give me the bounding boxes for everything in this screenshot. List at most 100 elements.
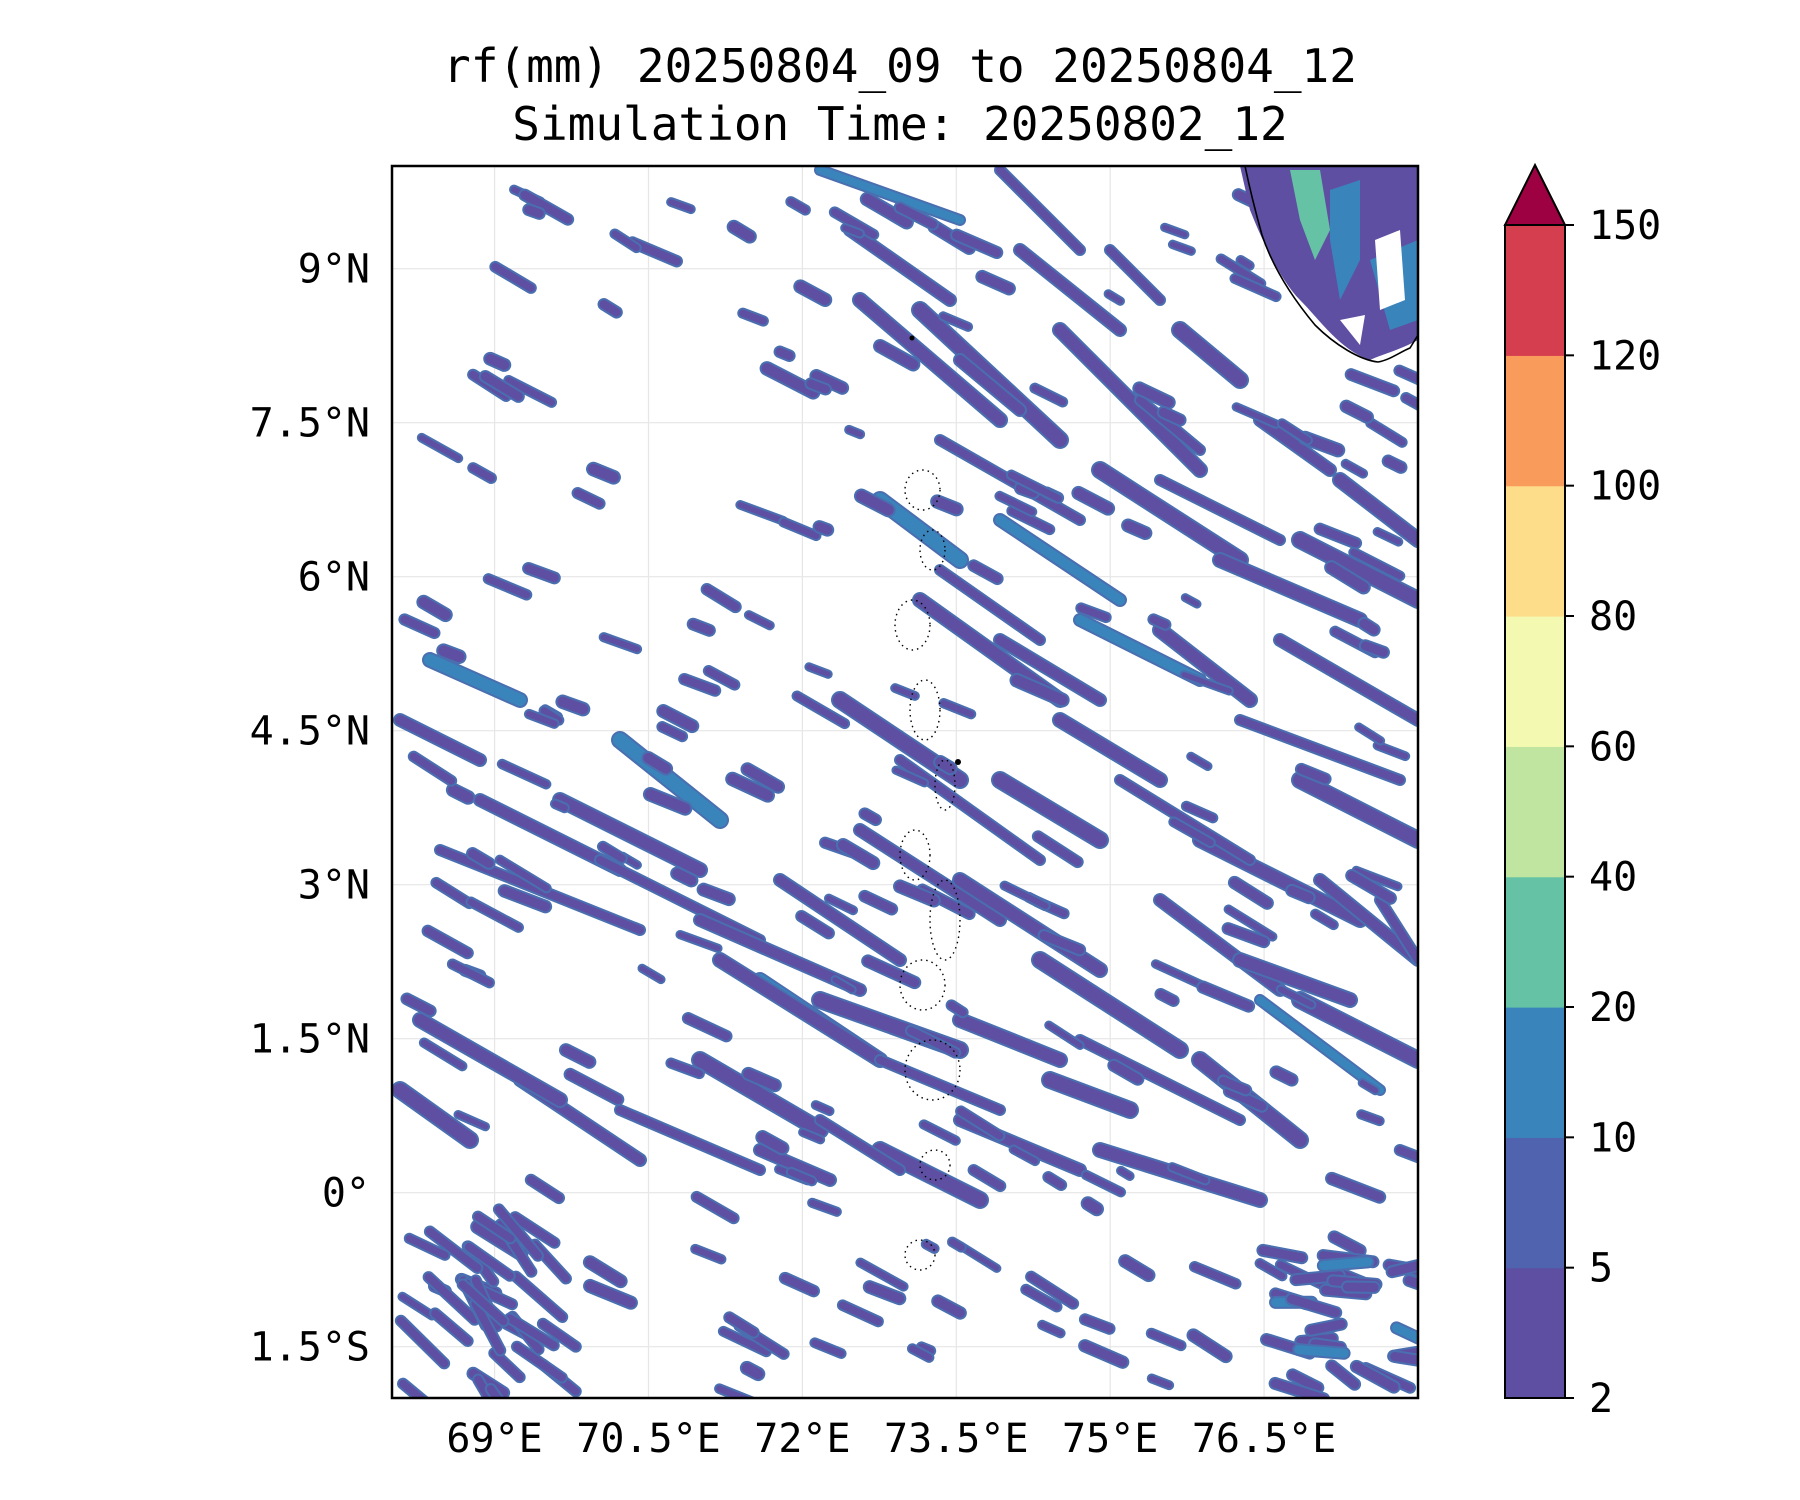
rain-streak (1329, 1232, 1365, 1256)
rain-streak (1214, 554, 1366, 626)
rain-streak (838, 1301, 882, 1326)
colorbar-tick-label: 150 (1589, 203, 1661, 249)
rain-streak (1293, 993, 1418, 1067)
rain-streak (757, 1132, 788, 1154)
rain-streak (846, 426, 864, 438)
rain-streak (1181, 672, 1232, 694)
rain-streak (969, 561, 1002, 584)
rain-streak (469, 464, 495, 482)
rain-streak (1217, 255, 1265, 288)
rain-streak (873, 1143, 987, 1207)
rain-streak (863, 956, 920, 988)
rain-streak (1148, 1375, 1173, 1389)
rain-streak (491, 262, 535, 292)
rain-streak (940, 313, 972, 330)
rain-streak (399, 1379, 427, 1398)
rain-streak (1359, 618, 1379, 635)
rain-streak (1327, 1173, 1385, 1202)
land-rain-moderate (1330, 180, 1360, 300)
rain-streak (1383, 456, 1406, 472)
rain-streak (1218, 1076, 1251, 1095)
atoll-outline (904, 1239, 936, 1271)
rain-streak (809, 1199, 840, 1215)
rain-streak (464, 1242, 514, 1280)
lat-tick-label: 1.5°S (250, 1325, 370, 1371)
rain-streak (1374, 742, 1409, 760)
rain-streak (922, 1240, 938, 1252)
rain-streak (658, 722, 687, 741)
rain-streak (955, 355, 1025, 415)
rain-streak (741, 1362, 764, 1380)
rain-streak (448, 960, 494, 987)
land-rain-area (1240, 166, 1418, 360)
lon-tick-label: 75°E (1062, 1416, 1158, 1462)
lon-tick-label: 72°E (754, 1416, 850, 1462)
rain-streak (806, 664, 831, 677)
rain-streak (1149, 615, 1170, 629)
rain-streak (787, 1168, 816, 1185)
rain-streak (525, 710, 558, 727)
rain-streak (1075, 615, 1205, 685)
rain-streak (742, 764, 784, 792)
rain-streak (414, 1014, 566, 1106)
rain-streak (1293, 773, 1418, 847)
rain-streak (1190, 1263, 1240, 1288)
colorbar-segment (1505, 485, 1565, 617)
rain-streak (728, 221, 755, 242)
lat-tick-label: 6°N (298, 555, 370, 601)
rain-streak (667, 1059, 703, 1078)
atoll-outline (929, 879, 961, 961)
rain-streak (1256, 996, 1384, 1094)
rain-streak (1271, 1067, 1297, 1085)
rain-streak (557, 696, 589, 715)
rain-streak (405, 1234, 449, 1259)
rain-streak (906, 1026, 960, 1057)
colorbar-segment (1505, 616, 1565, 747)
rain-streak (540, 707, 563, 724)
rain-streak (565, 1069, 623, 1105)
rain-streak (969, 1166, 1005, 1191)
rain-streak (860, 809, 880, 825)
rain-streak (458, 1280, 508, 1326)
rain-streak (538, 1319, 580, 1351)
rain-streak (1046, 1022, 1083, 1048)
rain-gap (1375, 230, 1405, 310)
rain-streak (845, 225, 955, 305)
rain-streak (512, 1272, 567, 1321)
rain-streak (933, 1296, 965, 1318)
rain-streak (1376, 896, 1418, 964)
rain-streak (1404, 1275, 1418, 1289)
rain-streak (755, 1145, 835, 1185)
rain-gap (1340, 315, 1365, 345)
rain-streak (1346, 370, 1399, 396)
rain-streak (1156, 989, 1178, 1005)
rain-streak (395, 715, 485, 765)
atoll-outline (919, 1149, 951, 1181)
rain-streak (1120, 1256, 1154, 1281)
rain-streak (402, 994, 435, 1016)
rain-streak (936, 566, 1044, 644)
rain-streak (480, 372, 523, 401)
rain-streak (1255, 415, 1335, 475)
colorbar-tick-label: 5 (1589, 1246, 1613, 1292)
rain-streak (551, 800, 568, 812)
rain-streak (932, 496, 962, 515)
rain-streak (598, 842, 626, 863)
rain-streak (688, 619, 714, 635)
rain-streak (418, 596, 451, 621)
rain-streak (745, 612, 773, 629)
rain-streak (793, 692, 849, 728)
rain-streak (1007, 471, 1062, 502)
rain-streak (473, 1212, 515, 1243)
rain-streak (743, 1068, 780, 1091)
lat-tick-label: 3°N (298, 863, 370, 909)
lat-tick-label: 7.5°N (250, 401, 370, 447)
colorbar-segment (1505, 1007, 1565, 1138)
rain-streak (600, 634, 641, 653)
rain-streak (993, 773, 1107, 847)
rain-streak (797, 911, 833, 938)
rain-streak (996, 166, 1084, 254)
rain-streak (585, 1280, 636, 1308)
rain-streak (1080, 1315, 1114, 1333)
rain-streak (739, 309, 767, 325)
